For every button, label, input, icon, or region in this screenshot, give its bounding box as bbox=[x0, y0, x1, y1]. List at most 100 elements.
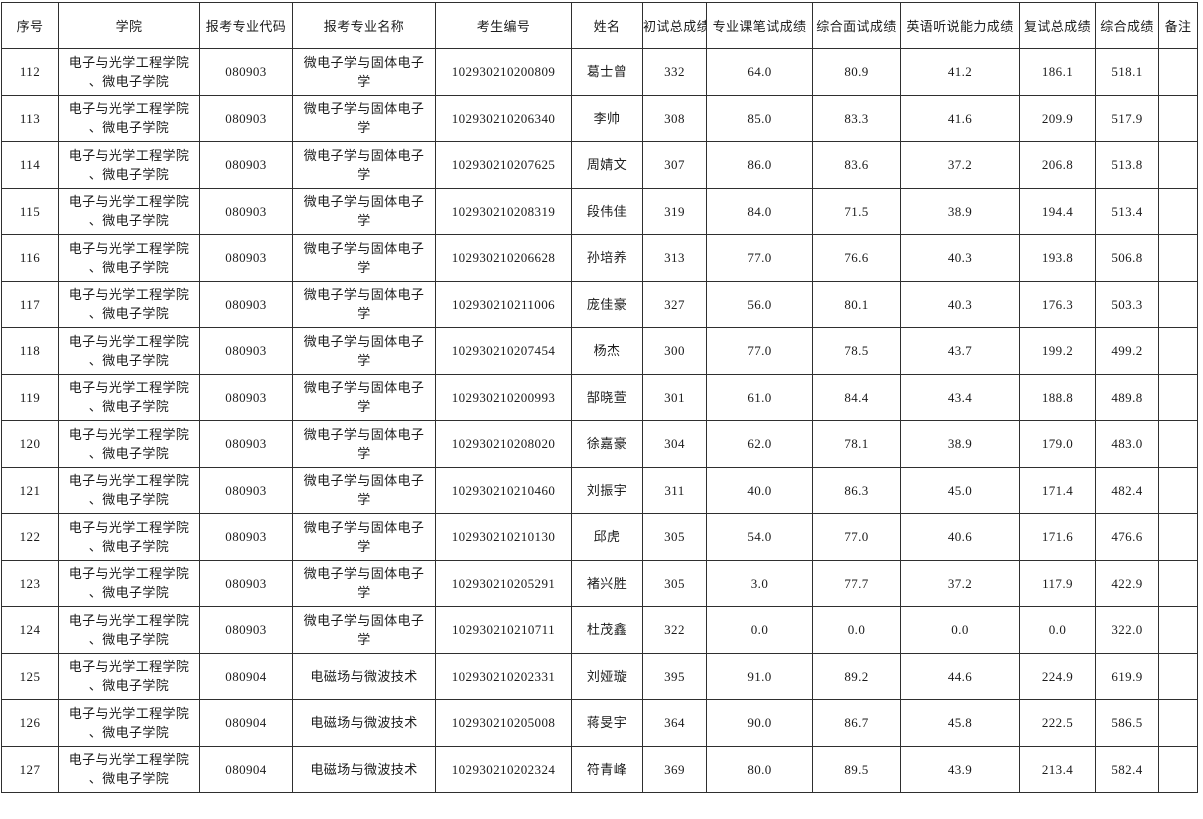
table-cell: 符青峰 bbox=[571, 745, 643, 793]
table-cell: 513.4 bbox=[1095, 187, 1159, 235]
table-cell: 40.3 bbox=[900, 234, 1020, 282]
table-cell: 78.5 bbox=[812, 327, 901, 375]
table-cell: 102930210200809 bbox=[435, 48, 572, 96]
table-cell: 422.9 bbox=[1095, 559, 1159, 607]
column-header-4: 考生编号 bbox=[435, 2, 572, 49]
table-cell: 102930210206340 bbox=[435, 94, 572, 142]
table-cell: 322 bbox=[642, 606, 707, 654]
table-row: 121 电子与光学工程学院 、微电子学院 080903 微电子学与固体电子 学 1029… bbox=[1, 466, 1198, 514]
table-header: 序号 学院 报考专业代码 报考专业名称 考生编号 姓名 初试总成绩 专业课笔试成绩 综合面试成绩… bbox=[1, 2, 1198, 49]
table-cell: 332 bbox=[642, 48, 707, 96]
table-cell: 41.6 bbox=[900, 94, 1020, 142]
table-cell: 37.2 bbox=[900, 559, 1020, 607]
table-cell: 郜晓萱 bbox=[571, 373, 643, 421]
table-cell: 124 bbox=[1, 606, 59, 654]
table-cell: 电子与光学工程学院 、微电子学院 bbox=[58, 327, 200, 375]
table-cell: 117.9 bbox=[1019, 559, 1096, 607]
table-cell: 61.0 bbox=[706, 373, 813, 421]
table-cell: 080904 bbox=[199, 652, 293, 700]
table-cell: 112 bbox=[1, 48, 59, 96]
table-cell: 庞佳豪 bbox=[571, 280, 643, 328]
table-cell: 0.0 bbox=[812, 606, 901, 654]
table-cell: 电磁场与微波技术 bbox=[292, 652, 436, 700]
table-cell bbox=[1158, 745, 1198, 793]
table-cell: 43.4 bbox=[900, 373, 1020, 421]
table-cell: 43.7 bbox=[900, 327, 1020, 375]
table-cell: 孙培养 bbox=[571, 234, 643, 282]
table-cell: 37.2 bbox=[900, 141, 1020, 189]
table-cell: 188.8 bbox=[1019, 373, 1096, 421]
table-cell: 微电子学与固体电子 学 bbox=[292, 234, 436, 282]
table-cell: 080903 bbox=[199, 466, 293, 514]
table-cell: 489.8 bbox=[1095, 373, 1159, 421]
table-cell: 102930210202324 bbox=[435, 745, 572, 793]
table-cell: 304 bbox=[642, 420, 707, 468]
table-cell: 86.7 bbox=[812, 699, 901, 747]
column-header-0: 序号 bbox=[1, 2, 59, 49]
table-cell: 102930210202331 bbox=[435, 652, 572, 700]
table-cell: 微电子学与固体电子 学 bbox=[292, 373, 436, 421]
column-header-10: 复试总成绩 bbox=[1019, 2, 1096, 49]
table-cell: 080903 bbox=[199, 559, 293, 607]
table-cell: 44.6 bbox=[900, 652, 1020, 700]
table-cell: 476.6 bbox=[1095, 513, 1159, 561]
table-cell: 176.3 bbox=[1019, 280, 1096, 328]
table-cell: 313 bbox=[642, 234, 707, 282]
table-body: 112 电子与光学工程学院 、微电子学院 080903 微电子学与固体电子 学 1029… bbox=[1, 48, 1198, 793]
table-cell bbox=[1158, 187, 1198, 235]
table-cell: 45.8 bbox=[900, 699, 1020, 747]
table-cell: 77.7 bbox=[812, 559, 901, 607]
table-cell: 102930210207454 bbox=[435, 327, 572, 375]
table-cell: 327 bbox=[642, 280, 707, 328]
table-cell: 080904 bbox=[199, 745, 293, 793]
table-cell: 徐嘉豪 bbox=[571, 420, 643, 468]
table-cell: 电子与光学工程学院 、微电子学院 bbox=[58, 234, 200, 282]
table-cell: 102930210210460 bbox=[435, 466, 572, 514]
table-row: 117 电子与光学工程学院 、微电子学院 080903 微电子学与固体电子 学 1029… bbox=[1, 280, 1198, 328]
table-cell: 080903 bbox=[199, 48, 293, 96]
table-cell: 电子与光学工程学院 、微电子学院 bbox=[58, 187, 200, 235]
table-cell: 微电子学与固体电子 学 bbox=[292, 513, 436, 561]
table-cell: 319 bbox=[642, 187, 707, 235]
table-cell: 193.8 bbox=[1019, 234, 1096, 282]
table-cell: 83.3 bbox=[812, 94, 901, 142]
table-cell: 微电子学与固体电子 学 bbox=[292, 187, 436, 235]
table-cell: 40.3 bbox=[900, 280, 1020, 328]
table-cell: 微电子学与固体电子 学 bbox=[292, 420, 436, 468]
table-cell: 刘振宇 bbox=[571, 466, 643, 514]
table-cell: 电子与光学工程学院 、微电子学院 bbox=[58, 745, 200, 793]
table-cell bbox=[1158, 559, 1198, 607]
column-header-7: 专业课笔试成绩 bbox=[706, 2, 813, 49]
table-cell: 微电子学与固体电子 学 bbox=[292, 559, 436, 607]
table-cell: 120 bbox=[1, 420, 59, 468]
table-row: 114 电子与光学工程学院 、微电子学院 080903 微电子学与固体电子 学 1029… bbox=[1, 141, 1198, 189]
table-cell: 113 bbox=[1, 94, 59, 142]
table-row: 126 电子与光学工程学院 、微电子学院 080904 电磁场与微波技术 1029302… bbox=[1, 699, 1198, 747]
table-cell bbox=[1158, 606, 1198, 654]
table-cell: 586.5 bbox=[1095, 699, 1159, 747]
table-cell: 194.4 bbox=[1019, 187, 1096, 235]
table-cell: 115 bbox=[1, 187, 59, 235]
table-cell: 619.9 bbox=[1095, 652, 1159, 700]
table-cell: 102930210205291 bbox=[435, 559, 572, 607]
table-row: 120 电子与光学工程学院 、微电子学院 080903 微电子学与固体电子 学 1029… bbox=[1, 420, 1198, 468]
table-cell: 080903 bbox=[199, 606, 293, 654]
table-cell: 38.9 bbox=[900, 187, 1020, 235]
table-cell: 杜茂鑫 bbox=[571, 606, 643, 654]
table-cell: 114 bbox=[1, 141, 59, 189]
table-cell: 电子与光学工程学院 、微电子学院 bbox=[58, 606, 200, 654]
table-cell: 301 bbox=[642, 373, 707, 421]
table-cell: 84.4 bbox=[812, 373, 901, 421]
column-header-12: 备注 bbox=[1158, 2, 1198, 49]
table-cell: 127 bbox=[1, 745, 59, 793]
table-cell: 322.0 bbox=[1095, 606, 1159, 654]
table-cell: 3.0 bbox=[706, 559, 813, 607]
table-cell: 102930210200993 bbox=[435, 373, 572, 421]
table-cell: 080903 bbox=[199, 280, 293, 328]
table-cell: 364 bbox=[642, 699, 707, 747]
table-cell: 77.0 bbox=[706, 234, 813, 282]
table-cell: 102930210205008 bbox=[435, 699, 572, 747]
table-cell: 90.0 bbox=[706, 699, 813, 747]
table-cell: 电子与光学工程学院 、微电子学院 bbox=[58, 373, 200, 421]
